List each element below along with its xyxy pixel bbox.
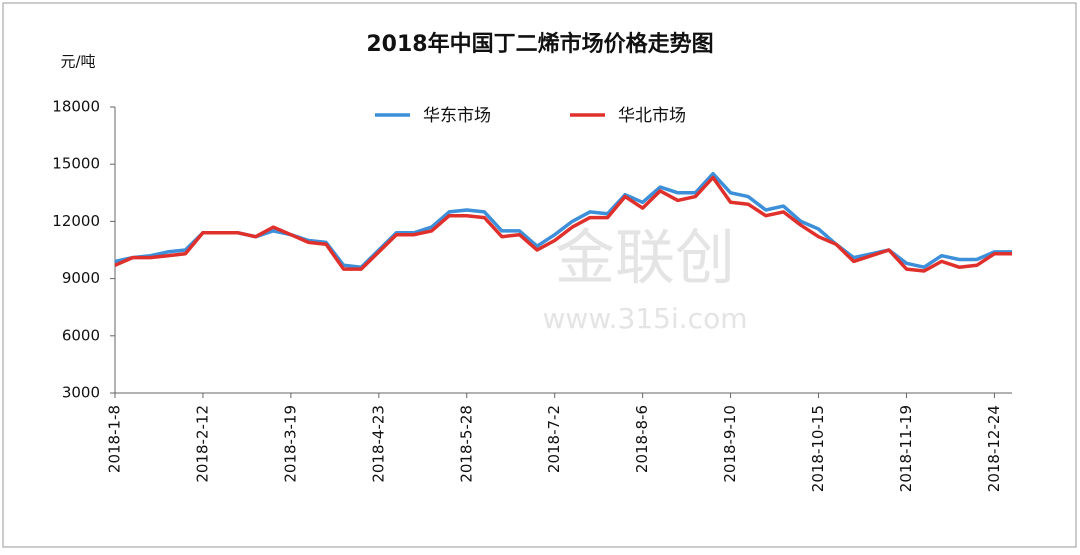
x-tick-label: 2018-7-2 [545, 405, 563, 473]
x-tick-label: 2018-5-28 [457, 405, 475, 483]
y-tick-label: 3000 [62, 384, 100, 402]
x-tick-label: 2018-8-6 [633, 405, 651, 473]
frame [2, 2, 1077, 548]
y-tick-label: 9000 [62, 269, 100, 287]
x-tick-label: 2018-11-19 [897, 405, 915, 492]
x-tick-label: 2018-10-15 [809, 405, 827, 492]
x-tick-label: 2018-1-8 [106, 405, 124, 473]
watermark: www.315i.com [543, 302, 748, 335]
x-tick-label: 2018-9-10 [721, 405, 739, 483]
y-axis-label: 元/吨 [60, 53, 95, 71]
x-tick-label: 2018-3-19 [281, 405, 299, 483]
legend-label: 华东市场 [423, 106, 491, 126]
y-tick-label: 18000 [52, 98, 100, 116]
y-tick-label: 12000 [52, 212, 100, 230]
legend-label: 华北市场 [618, 106, 686, 126]
watermark: 金联创 [555, 224, 735, 294]
x-tick-label: 2018-4-23 [369, 405, 387, 483]
y-tick-label: 6000 [62, 326, 100, 344]
y-tick-label: 15000 [52, 155, 100, 173]
chart-title: 2018年中国丁二烯市场价格走势图 [366, 31, 713, 57]
x-tick-label: 2018-2-12 [193, 405, 211, 483]
x-tick-label: 2018-12-24 [985, 405, 1003, 492]
series-line [114, 175, 1012, 273]
